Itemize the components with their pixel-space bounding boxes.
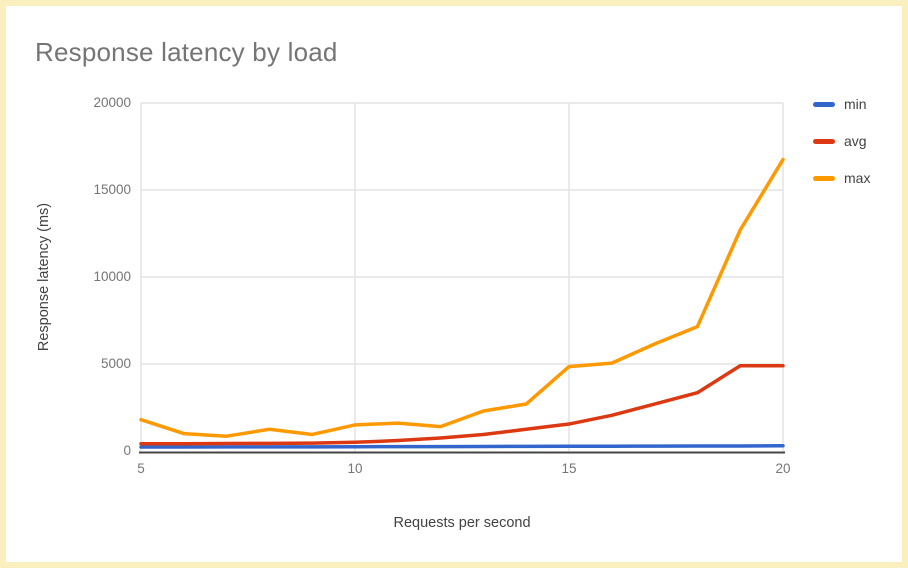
- x-tick-label: 10: [347, 461, 363, 476]
- chart-title: Response latency by load: [35, 37, 338, 67]
- legend-label-avg: avg: [844, 133, 867, 149]
- series-line-avg: [139, 363, 785, 446]
- legend-item-max: max: [813, 169, 870, 187]
- legend-label-max: max: [844, 170, 871, 186]
- legend-swatch-min: [813, 101, 835, 107]
- series-line-max: [139, 157, 785, 438]
- y-axis-title: Response latency (ms): [36, 202, 52, 352]
- x-tick-label: 20: [775, 461, 791, 476]
- legend: min avg max: [813, 95, 870, 206]
- x-tick-label: 15: [561, 461, 577, 476]
- y-tick-label: 20000: [93, 95, 131, 110]
- legend-swatch-max: [813, 175, 835, 181]
- legend-item-min: min: [813, 95, 870, 113]
- x-tick-label: 5: [137, 461, 145, 476]
- legend-item-avg: avg: [813, 132, 870, 150]
- y-tick-label: 0: [123, 443, 131, 458]
- y-tick-label: 10000: [93, 269, 131, 284]
- series-line-min: [139, 444, 785, 449]
- y-tick-label: 15000: [93, 182, 131, 197]
- y-tick-label: 5000: [100, 356, 131, 371]
- x-axis-title: Requests per second: [393, 515, 531, 531]
- plot-area: [139, 102, 785, 454]
- legend-swatch-avg: [813, 138, 835, 144]
- legend-label-min: min: [844, 96, 867, 112]
